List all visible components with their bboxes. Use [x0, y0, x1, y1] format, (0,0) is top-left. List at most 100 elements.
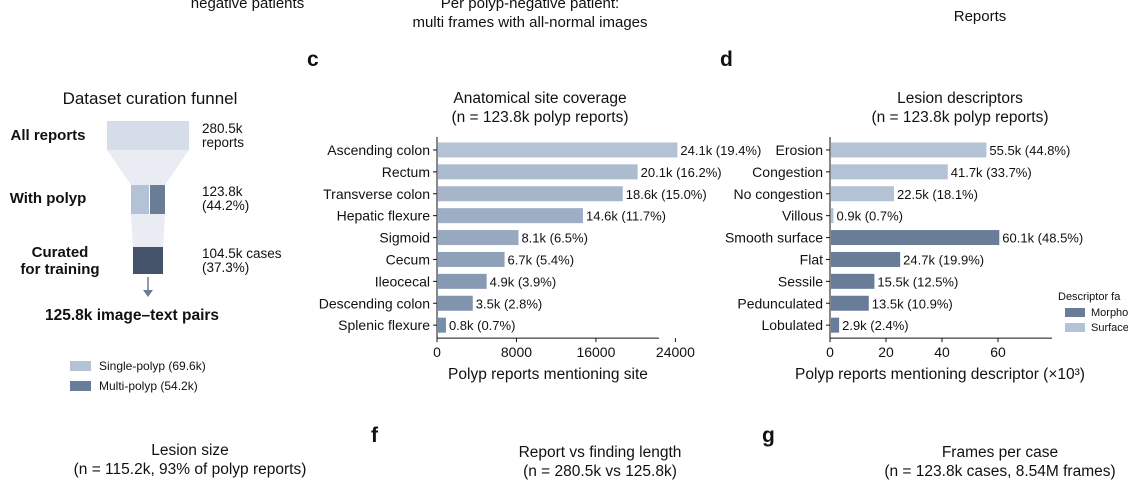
chart-d-bar — [831, 295, 869, 311]
chart-d-bar — [831, 186, 894, 202]
descriptor-legend-title: Descriptor fa — [1058, 291, 1121, 303]
panel-letter-c: c — [307, 48, 319, 71]
chart-c-value-label: 8.1k (6.5%) — [521, 231, 587, 246]
chart-c-x-tick-label: 0 — [433, 344, 441, 360]
funnel-label-with-polyp: With polyp — [0, 190, 96, 207]
chart-d-category-label: Flat — [800, 251, 823, 267]
chart-d-x-tick-label: 20 — [878, 344, 894, 360]
funnel-value-curated-line2: (37.3%) — [202, 260, 250, 275]
chart-d-category-label: Smooth surface — [725, 230, 823, 246]
chart-c-title: Anatomical site coverage (n = 123.8k pol… — [390, 89, 690, 127]
funnel-arrow-head — [143, 290, 153, 297]
chart-c-value-label: 0.8k (0.7%) — [449, 318, 515, 333]
chart-d-category-label: Lobulated — [761, 317, 823, 333]
panel-e-title-line1: Lesion size — [151, 442, 229, 459]
chart-d-bar — [831, 164, 948, 180]
panel-g-title-line2: (n = 123.8k cases, 8.54M frames) — [884, 463, 1116, 480]
top-right-fragment-text: Reports — [953, 8, 1007, 25]
chart-c-x-tick-label: 16000 — [576, 344, 615, 360]
chart-d-bar — [831, 142, 987, 158]
chart-c-anatomical-site: Ascending colon 24.1k (19.4%) Rectum 20.1k … — [319, 137, 761, 383]
descriptor-legend-item-morphology: Morpholo — [1058, 305, 1128, 320]
legend-item-multi-polyp: Multi-polyp (54.2k) — [70, 376, 206, 396]
chart-c-x-tick-label: 8000 — [501, 344, 532, 360]
chart-c-category-label: Ileocecal — [375, 273, 430, 289]
chart-d-bar — [831, 273, 875, 289]
chart-c-value-label: 24.1k (19.4%) — [680, 143, 761, 158]
chart-d-category-label: Erosion — [776, 142, 823, 158]
chart-c-category-label: Splenic flexure — [338, 317, 430, 333]
chart-d-category-label: No congestion — [733, 186, 823, 202]
top-left-fragment-text: negative patients — [190, 0, 305, 12]
chart-c-bar — [438, 186, 623, 202]
chart-d-title: Lesion descriptors (n = 123.8k polyp rep… — [810, 89, 1110, 127]
funnel-value-curated-line1: 104.5k cases — [202, 246, 282, 261]
descriptor-legend-label-surface: Surface — [1091, 321, 1128, 334]
top-left-fragment: negative patients — [160, 0, 335, 13]
chart-c-value-label: 3.5k (2.8%) — [476, 296, 542, 311]
legend-item-single-polyp: Single-polyp (69.6k) — [70, 356, 206, 376]
chart-c-value-label: 4.9k (3.9%) — [490, 274, 556, 289]
funnel-value-curated: 104.5k cases (37.3%) — [202, 247, 282, 275]
panel-letter-f: f — [371, 424, 378, 447]
chart-d-value-label: 22.5k (18.1%) — [897, 187, 978, 202]
legend-swatch-single — [70, 361, 91, 371]
funnel-stage-all-reports — [107, 121, 189, 150]
funnel-value-all-reports-line2: reports — [202, 135, 245, 150]
panel-letter-d: d — [720, 48, 733, 71]
panel-e-title: Lesion size (n = 115.2k, 93% of polyp re… — [40, 441, 340, 479]
descriptor-legend: Descriptor fa Morpholo Surface — [1058, 291, 1128, 335]
funnel-label-curated-line1: Curated — [31, 244, 89, 261]
chart-c-x-tick-label: 24000 — [656, 344, 695, 360]
chart-c-category-label: Transverse colon — [323, 186, 430, 202]
descriptor-legend-label-morphology: Morpholo — [1091, 306, 1128, 319]
top-middle-caption: Per polyp-negative patient: multi frames… — [360, 0, 700, 32]
panel-f-title-line1: Report vs finding length — [518, 444, 682, 461]
funnel-graphic — [107, 121, 189, 297]
chart-d-value-label: 55.5k (44.8%) — [989, 143, 1070, 158]
funnel-title: Dataset curation funnel — [62, 89, 238, 108]
funnel-stage-single-polyp — [131, 185, 149, 214]
panel-letter-g: g — [762, 424, 775, 447]
chart-d-lesion-descriptors: Erosion 55.5k (44.8%) Congestion 41.7k (33.… — [725, 137, 1085, 383]
funnel-label-all-reports: All reports — [0, 127, 96, 144]
legend-label-multi-polyp: Multi-polyp (54.2k) — [99, 379, 198, 393]
chart-d-value-label: 13.5k (10.9%) — [872, 296, 953, 311]
panel-f-title-line2: (n = 280.5k vs 125.8k) — [523, 463, 677, 480]
chart-d-x-tick-label: 0 — [826, 344, 834, 360]
chart-d-category-label: Congestion — [752, 164, 823, 180]
funnel-label-all-reports-text: All reports — [10, 127, 86, 144]
chart-c-title-line1: Anatomical site coverage — [453, 90, 627, 107]
funnel-value-with-polyp-line2: (44.2%) — [202, 198, 250, 213]
chart-d-x-tick-label: 60 — [990, 344, 1006, 360]
chart-d-title-line1: Lesion descriptors — [897, 90, 1023, 107]
legend-label-single-polyp: Single-polyp (69.6k) — [99, 359, 206, 373]
chart-c-category-label: Hepatic flexure — [337, 208, 431, 224]
funnel-value-with-polyp: 123.8k (44.2%) — [202, 185, 249, 213]
panel-g-title-line1: Frames per case — [941, 444, 1059, 461]
descriptor-legend-item-surface: Surface — [1058, 320, 1128, 335]
chart-c-x-axis-label: Polyp reports mentioning site — [448, 366, 648, 383]
chart-d-category-label: Sessile — [778, 273, 823, 289]
chart-d-value-label: 2.9k (2.4%) — [842, 318, 908, 333]
descriptor-legend-swatch-morphology — [1065, 308, 1085, 317]
chart-d-value-label: 24.7k (19.9%) — [903, 252, 984, 267]
funnel-legend: Single-polyp (69.6k) Multi-polyp (54.2k) — [70, 356, 206, 396]
funnel-stage-multi-polyp — [150, 185, 165, 214]
top-middle-line1: Per polyp-negative patient: — [440, 0, 620, 12]
chart-c-category-label: Ascending colon — [327, 142, 430, 158]
chart-c-value-label: 6.7k (5.4%) — [508, 252, 574, 267]
chart-c-bar — [438, 230, 519, 246]
descriptor-legend-swatch-surface — [1065, 323, 1085, 332]
panel-g-title: Frames per case (n = 123.8k cases, 8.54M… — [850, 443, 1128, 481]
chart-c-bar — [438, 251, 505, 267]
funnel-label-curated-line2: for training — [20, 261, 100, 278]
chart-c-value-label: 20.1k (16.2%) — [641, 165, 722, 180]
panel-e-title-line2: (n = 115.2k, 93% of polyp reports) — [73, 461, 307, 478]
chart-c-bar — [438, 164, 638, 180]
funnel-value-all-reports: 280.5k reports — [202, 122, 244, 150]
panel-f-title: Report vs finding length (n = 280.5k vs … — [450, 443, 750, 481]
chart-d-value-label: 0.9k (0.7%) — [837, 209, 903, 224]
chart-d-value-label: 41.7k (33.7%) — [951, 165, 1032, 180]
funnel-label-with-polyp-text: With polyp — [9, 190, 87, 207]
